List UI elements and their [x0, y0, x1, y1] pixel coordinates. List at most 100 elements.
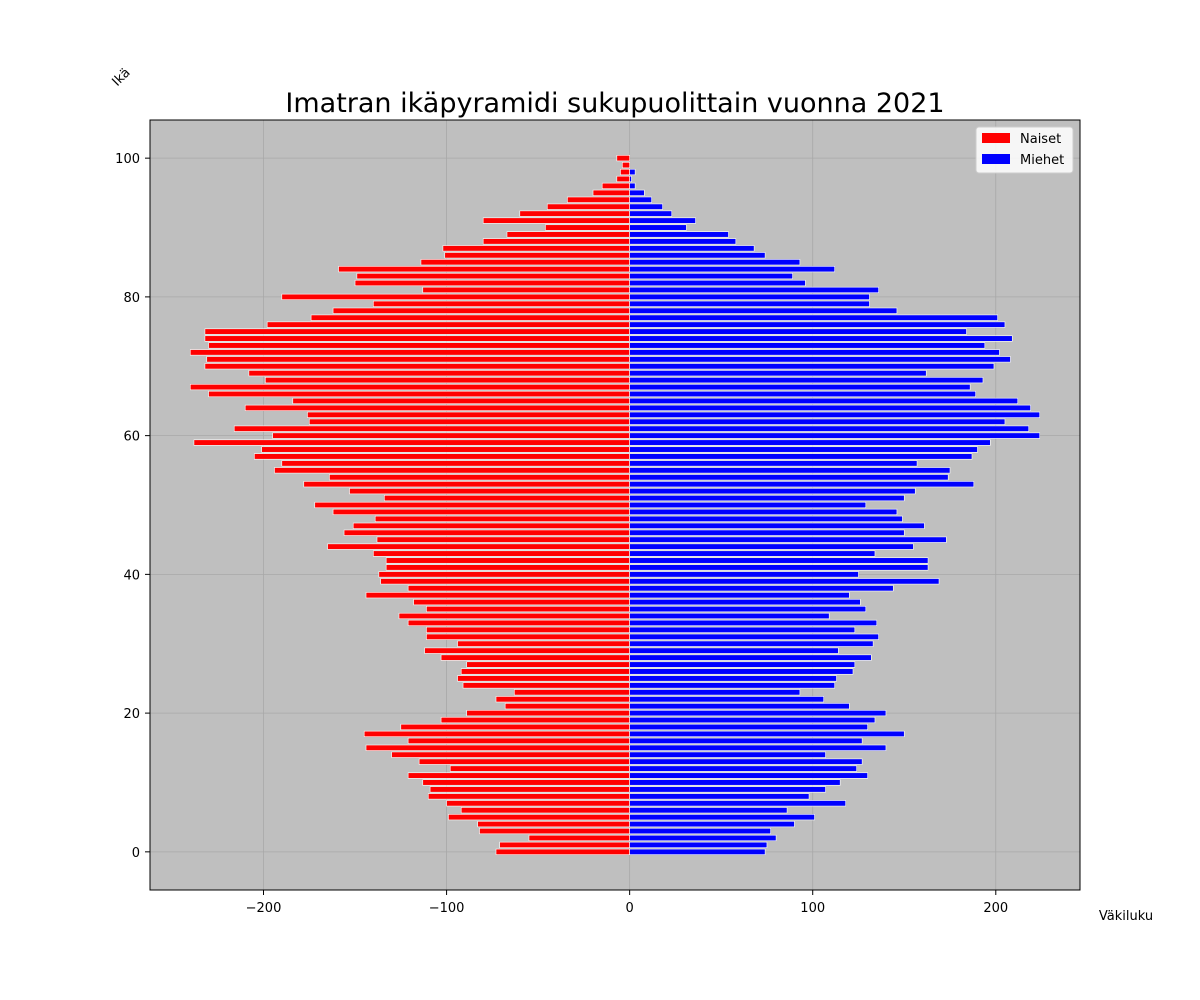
bar-naiset-age-45: −138 [376, 536, 630, 543]
bar-naiset-age-56: −190 [281, 460, 630, 467]
bar-miehet-age-89: 54 [629, 231, 729, 238]
bar-miehet-age-20: 140 [629, 710, 887, 717]
bar-miehet-age-98: 3 [629, 168, 636, 176]
bar-naiset-age-86: −101 [444, 252, 630, 259]
bar-naiset-age-15: −144 [365, 744, 630, 751]
bar-naiset-age-12: −98 [449, 765, 630, 772]
bar-miehet-age-27: 123 [629, 661, 856, 668]
bar-miehet-age-17: 150 [629, 730, 905, 737]
bar-naiset-age-27: −89 [466, 661, 630, 668]
bar-naiset-age-4: −83 [477, 821, 630, 828]
bar-naiset-age-20: −89 [466, 710, 630, 717]
y-tick-label-1: 20 [123, 707, 140, 722]
bar-miehet-age-35: 129 [629, 605, 867, 613]
bar-naiset-age-72: −240 [189, 349, 630, 356]
bar-miehet-age-7: 118 [629, 800, 846, 807]
bar-miehet-age-30: 133 [629, 640, 874, 647]
bar-naiset-age-17: −145 [363, 730, 630, 737]
bar-naiset-age-96: −15 [601, 182, 630, 189]
bar-naiset-age-42: −133 [385, 557, 630, 564]
bar-miehet-age-68: 193 [629, 377, 984, 384]
bar-naiset-age-24: −91 [462, 682, 630, 689]
bar-miehet-age-16: 127 [629, 737, 863, 744]
bar-miehet-age-5: 101 [629, 814, 815, 821]
bar-miehet-age-94: 12 [629, 196, 652, 203]
bar-naiset-age-80: −190 [281, 293, 630, 300]
bar-miehet-age-26: 122 [629, 668, 854, 675]
bar-miehet-age-12: 124 [629, 765, 857, 772]
bar-miehet-age-13: 127 [629, 758, 863, 765]
bar-miehet-age-76: 205 [629, 321, 1006, 328]
bar-miehet-age-23: 93 [629, 689, 801, 696]
bar-naiset-age-57: −205 [254, 453, 630, 460]
bar-naiset-age-87: −102 [442, 245, 630, 252]
y-tick-label-2: 40 [123, 568, 140, 583]
y-tick-label-3: 60 [123, 430, 140, 445]
bar-naiset-age-64: −210 [244, 404, 630, 411]
bar-miehet-age-82: 96 [629, 279, 806, 287]
bar-miehet-age-42: 163 [629, 557, 929, 564]
bar-naiset-age-92: −60 [519, 210, 630, 217]
bar-miehet-age-52: 156 [629, 488, 916, 495]
bar-naiset-age-23: −63 [514, 689, 630, 696]
bar-miehet-age-21: 120 [629, 703, 850, 710]
bar-naiset-age-83: −149 [356, 273, 630, 280]
bar-naiset-age-8: −110 [427, 793, 630, 800]
bar-naiset-age-16: −121 [407, 737, 630, 744]
bar-miehet-age-92: 23 [629, 210, 673, 217]
bar-miehet-age-71: 208 [629, 356, 1011, 363]
bar-miehet-age-80: 131 [629, 293, 870, 300]
bar-naiset-age-43: −140 [373, 550, 630, 557]
x-axis-ticks: −200 −100 0 100 200 [246, 890, 1008, 916]
bar-miehet-age-65: 212 [629, 397, 1019, 405]
bar-naiset-age-95: −20 [592, 189, 630, 196]
bar-naiset-age-19: −103 [440, 716, 630, 724]
bar-naiset-age-60: −195 [272, 432, 630, 439]
bar-naiset-age-75: −232 [204, 328, 630, 335]
bar-miehet-age-19: 134 [629, 716, 876, 724]
bar-naiset-age-34: −126 [398, 612, 630, 620]
bar-miehet-age-49: 146 [629, 508, 898, 516]
bar-naiset-age-77: −174 [310, 314, 630, 321]
bar-miehet-age-41: 163 [629, 564, 929, 571]
bar-naiset-age-54: −164 [329, 474, 630, 481]
bar-miehet-age-59: 197 [629, 439, 991, 446]
bar-miehet-age-81: 136 [629, 286, 879, 294]
bar-miehet-age-46: 150 [629, 529, 905, 536]
bar-miehet-age-83: 89 [629, 273, 793, 280]
bar-miehet-age-66: 189 [629, 390, 976, 398]
bar-miehet-age-88: 58 [629, 238, 737, 245]
bar-miehet-age-34: 109 [629, 612, 830, 620]
bar-miehet-age-55: 175 [629, 467, 951, 474]
bar-miehet-age-58: 190 [629, 446, 978, 453]
bar-naiset-age-41: −133 [385, 564, 630, 571]
bar-naiset-age-22: −73 [495, 696, 630, 703]
bar-naiset-age-18: −125 [400, 723, 630, 731]
bar-miehet-age-91: 36 [629, 217, 696, 224]
bar-naiset-age-14: −130 [391, 751, 630, 758]
bar-miehet-age-0: 74 [629, 848, 766, 855]
bar-naiset-age-7: −100 [446, 800, 630, 807]
bar-naiset-age-88: −80 [482, 238, 630, 245]
bar-miehet-age-50: 129 [629, 501, 867, 509]
bar-naiset-age-37: −144 [365, 592, 630, 599]
bar-naiset-age-39: −136 [380, 578, 630, 585]
bar-miehet-age-70: 199 [629, 363, 995, 370]
bar-naiset-age-6: −92 [460, 807, 630, 814]
bar-naiset-age-25: −94 [457, 675, 630, 682]
bar-miehet-age-86: 74 [629, 252, 766, 259]
bar-miehet-age-1: 75 [629, 841, 768, 848]
bar-miehet-age-60: 224 [629, 432, 1041, 439]
bar-naiset-age-30: −94 [457, 640, 630, 647]
bar-miehet-age-6: 86 [629, 807, 788, 814]
bar-naiset-age-71: −231 [206, 356, 630, 363]
bar-naiset-age-63: −176 [307, 411, 630, 418]
bar-naiset-age-44: −165 [327, 543, 630, 550]
bar-naiset-age-55: −194 [274, 467, 630, 474]
bar-miehet-age-18: 130 [629, 723, 868, 731]
bar-naiset-age-49: −162 [332, 508, 630, 516]
bar-miehet-age-79: 131 [629, 300, 870, 307]
bar-miehet-age-33: 135 [629, 619, 878, 627]
bar-naiset-age-52: −153 [349, 488, 630, 495]
bar-miehet-age-48: 149 [629, 515, 903, 522]
